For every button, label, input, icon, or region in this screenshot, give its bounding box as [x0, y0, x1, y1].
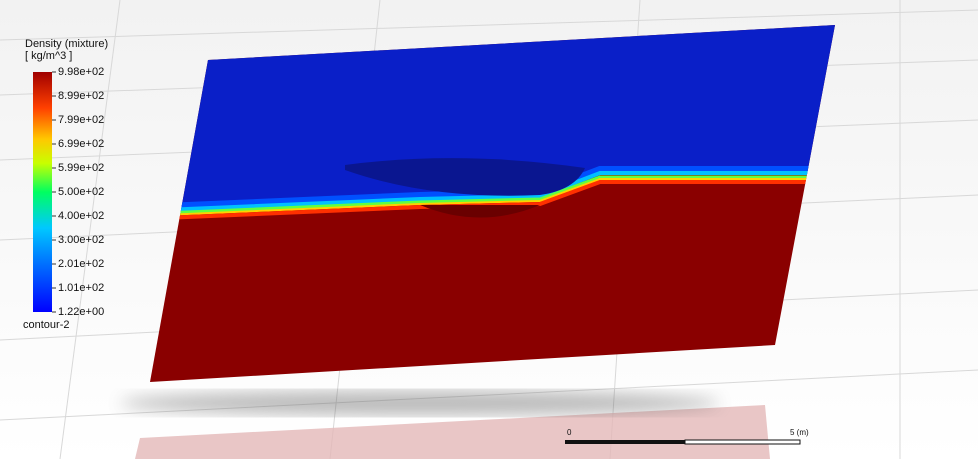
contour-plane	[140, 0, 840, 390]
tick-label: 1.01e+02	[58, 282, 104, 294]
scale-bar	[685, 440, 800, 444]
tick-label: 4.00e+02	[58, 210, 104, 222]
tick-label: 8.99e+02	[58, 90, 104, 102]
tick-label: 1.22e+00	[58, 306, 104, 318]
tick-label: 3.00e+02	[58, 234, 104, 246]
tick-label: 5.99e+02	[58, 162, 104, 174]
legend-title: Density (mixture)	[25, 38, 108, 50]
tick-label: 2.01e+02	[58, 258, 104, 270]
tick-label: 6.99e+02	[58, 138, 104, 150]
tick-label: 9.98e+02	[58, 66, 104, 78]
legend-name: contour-2	[23, 319, 69, 331]
legend-unit: [ kg/m^3 ]	[25, 50, 72, 62]
shadow	[120, 391, 720, 415]
tick-label: 5.00e+02	[58, 186, 104, 198]
page: {"legend": {"title": "Density (mixture)"…	[0, 0, 978, 459]
scale-start: 0	[567, 428, 572, 437]
colorbar	[33, 72, 52, 312]
viewport: Density (mixture) [ kg/m^3 ] contour-2 9…	[0, 0, 978, 459]
scale-end: 5 (m)	[790, 428, 809, 437]
tick-label: 7.99e+02	[58, 114, 104, 126]
scale-bar	[565, 440, 685, 444]
